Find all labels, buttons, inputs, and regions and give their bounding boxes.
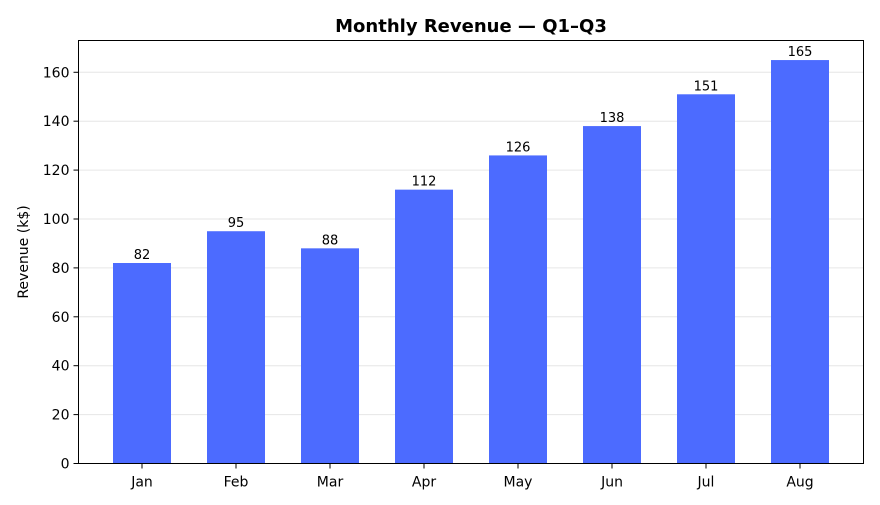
y-axis-label: Revenue (k$) xyxy=(16,205,32,298)
chart-title: Monthly Revenue — Q1–Q3 xyxy=(335,16,607,37)
grid-lines xyxy=(78,71,864,464)
bar xyxy=(301,248,359,464)
bar xyxy=(771,60,829,464)
data-label: 88 xyxy=(322,233,339,248)
x-tick-label: Aug xyxy=(786,475,813,491)
y-tick-label: 60 xyxy=(52,310,70,326)
data-label: 151 xyxy=(694,79,719,94)
x-tick-label: Jan xyxy=(130,475,153,491)
y-tick-label: 40 xyxy=(52,359,70,375)
data-label: 95 xyxy=(228,216,245,231)
bar xyxy=(207,231,265,464)
bar xyxy=(583,126,641,464)
y-tick-label: 160 xyxy=(43,65,70,81)
data-label: 138 xyxy=(600,111,625,126)
y-tick-label: 0 xyxy=(61,457,70,473)
y-axis-ticks: 0 20 40 60 80 100 120 140 160 xyxy=(43,65,79,473)
data-label: 165 xyxy=(788,45,813,60)
data-labels: 82 95 88 112 126 138 151 165 xyxy=(134,45,813,263)
y-tick-label: 100 xyxy=(43,212,70,228)
bar xyxy=(489,155,547,464)
x-tick-label: Jul xyxy=(697,475,715,491)
data-label: 126 xyxy=(506,140,531,155)
data-label: 82 xyxy=(134,248,151,263)
bar xyxy=(677,94,735,464)
x-tick-label: May xyxy=(504,475,533,491)
bar xyxy=(395,189,453,464)
x-tick-label: Feb xyxy=(224,475,249,491)
x-tick-label: Mar xyxy=(317,475,344,491)
y-tick-label: 140 xyxy=(43,114,70,130)
y-tick-label: 120 xyxy=(43,163,70,179)
data-label: 112 xyxy=(412,175,437,190)
x-axis-ticks: Jan Feb Mar Apr May Jun Jul Aug xyxy=(130,463,814,491)
plot-frame xyxy=(78,40,864,464)
x-tick-label: Jun xyxy=(600,475,623,491)
bar xyxy=(113,263,171,464)
y-tick-label: 20 xyxy=(52,408,70,424)
x-tick-label: Apr xyxy=(412,475,436,491)
bars xyxy=(113,60,829,464)
y-tick-label: 80 xyxy=(52,261,70,277)
